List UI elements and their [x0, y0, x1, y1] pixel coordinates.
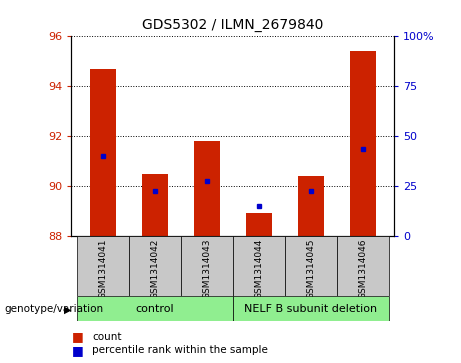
Text: GSM1314043: GSM1314043	[202, 239, 211, 299]
Text: percentile rank within the sample: percentile rank within the sample	[92, 345, 268, 355]
Text: ▶: ▶	[64, 304, 71, 314]
Bar	[350, 51, 376, 236]
Bar	[298, 176, 324, 236]
Text: GSM1314041: GSM1314041	[98, 239, 107, 299]
Bar	[142, 174, 168, 236]
Text: GSM1314042: GSM1314042	[150, 239, 159, 299]
Bar	[337, 236, 389, 296]
Bar	[90, 69, 116, 236]
Text: ■: ■	[71, 330, 83, 343]
Text: GSM1314044: GSM1314044	[254, 239, 263, 299]
Bar	[129, 236, 181, 296]
Title: GDS5302 / ILMN_2679840: GDS5302 / ILMN_2679840	[142, 19, 324, 33]
Bar	[285, 236, 337, 296]
Bar	[77, 296, 233, 321]
Bar	[233, 296, 389, 321]
Text: control: control	[136, 303, 174, 314]
Text: GSM1314046: GSM1314046	[358, 239, 367, 299]
Bar	[181, 236, 233, 296]
Text: NELF B subunit deletion: NELF B subunit deletion	[244, 303, 378, 314]
Bar	[77, 236, 129, 296]
Text: genotype/variation: genotype/variation	[5, 304, 104, 314]
Text: GSM1314045: GSM1314045	[307, 239, 315, 299]
Bar	[246, 213, 272, 236]
Bar	[233, 236, 285, 296]
Text: count: count	[92, 332, 122, 342]
Text: ■: ■	[71, 344, 83, 357]
Bar	[194, 141, 220, 236]
